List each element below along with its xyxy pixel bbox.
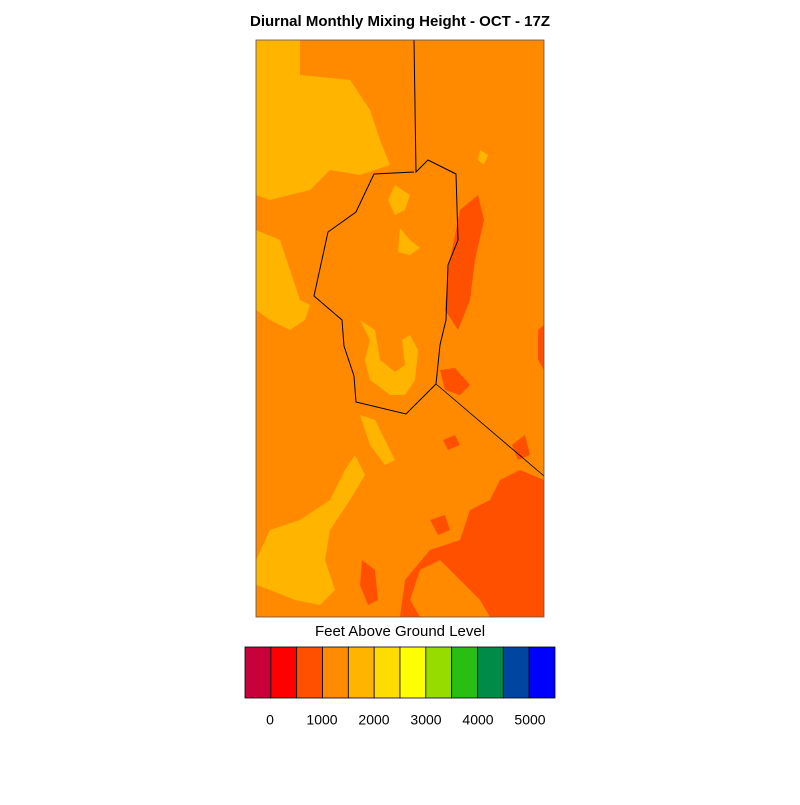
boundary <box>435 383 544 477</box>
field-low <box>360 415 395 465</box>
field-low <box>388 185 410 215</box>
colorbar-box <box>425 646 453 699</box>
field-low <box>478 150 488 165</box>
field-high <box>430 515 450 535</box>
field-high <box>538 325 544 370</box>
colorbar-box <box>322 646 349 699</box>
boundary <box>313 40 459 415</box>
colorbar-box <box>451 646 478 699</box>
field-high <box>445 195 484 330</box>
field-high <box>400 470 544 617</box>
field-low <box>398 228 420 255</box>
colorbar-label: Feet Above Ground Level <box>315 623 485 640</box>
field-low <box>256 230 310 330</box>
colorbar-tick-label: 4000 <box>462 712 493 728</box>
field-high <box>443 435 460 450</box>
colorbar-box <box>373 646 401 699</box>
field-high <box>360 560 378 605</box>
colorbar-tick-label: 3000 <box>410 712 441 728</box>
map-frame <box>255 39 545 618</box>
colorbar-box <box>502 646 530 699</box>
colorbar-box <box>477 646 504 699</box>
field-low <box>360 320 418 395</box>
colorbar-box <box>244 646 272 699</box>
colorbar-box <box>296 646 323 699</box>
colorbar-box <box>528 646 556 699</box>
colorbar: 0 1000 2000 3000 4000 5000 <box>244 646 556 728</box>
field-high <box>440 368 470 395</box>
colorbar-tick-label: 2000 <box>358 712 389 728</box>
colorbar-box <box>347 646 375 699</box>
colorbar-box <box>270 646 298 699</box>
map <box>255 39 545 618</box>
field-low <box>256 40 390 200</box>
colorbar-tick-label: 5000 <box>514 712 545 728</box>
colorbar-tick-label: 1000 <box>306 712 337 728</box>
colorbar-tick-label: 0 <box>266 712 274 728</box>
title: Diurnal Monthly Mixing Height - OCT - 17… <box>250 13 550 30</box>
colorbar-box <box>399 646 427 699</box>
field-high <box>512 435 530 460</box>
field-low <box>256 455 365 605</box>
